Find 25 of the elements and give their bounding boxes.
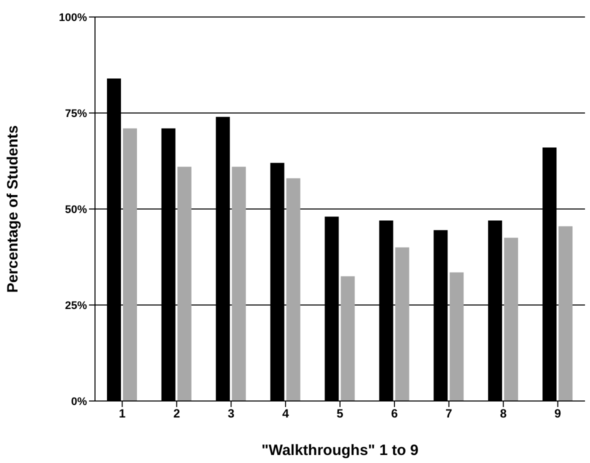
y-tick-label: 100% [58,12,88,24]
x-axis-title: "Walkthroughs" 1 to 9 [261,442,419,459]
x-tick-label: 9 [554,406,562,421]
bar [558,226,573,401]
bar [504,238,518,401]
bar [450,272,464,401]
bar [340,276,355,401]
bar [395,247,410,401]
x-tick-label: 2 [173,406,180,421]
bar [232,166,246,401]
y-tick-label: 50% [64,204,88,216]
x-tick-label: 1 [118,406,126,421]
x-tick-label: 5 [336,406,344,421]
y-axis-title: Percentage of Students [4,125,22,293]
y-tick-label: 0% [71,396,88,408]
bar [122,128,137,401]
y-tick-label: 25% [64,300,88,312]
bar [177,166,192,401]
x-tick-label: 4 [282,406,290,421]
x-tick-label: 8 [500,406,507,421]
x-tick-label: 3 [228,406,235,421]
bar [286,178,300,401]
y-tick-label: 75% [64,108,88,120]
x-tick-label: 6 [391,406,398,421]
x-tick-label: 7 [446,406,453,421]
